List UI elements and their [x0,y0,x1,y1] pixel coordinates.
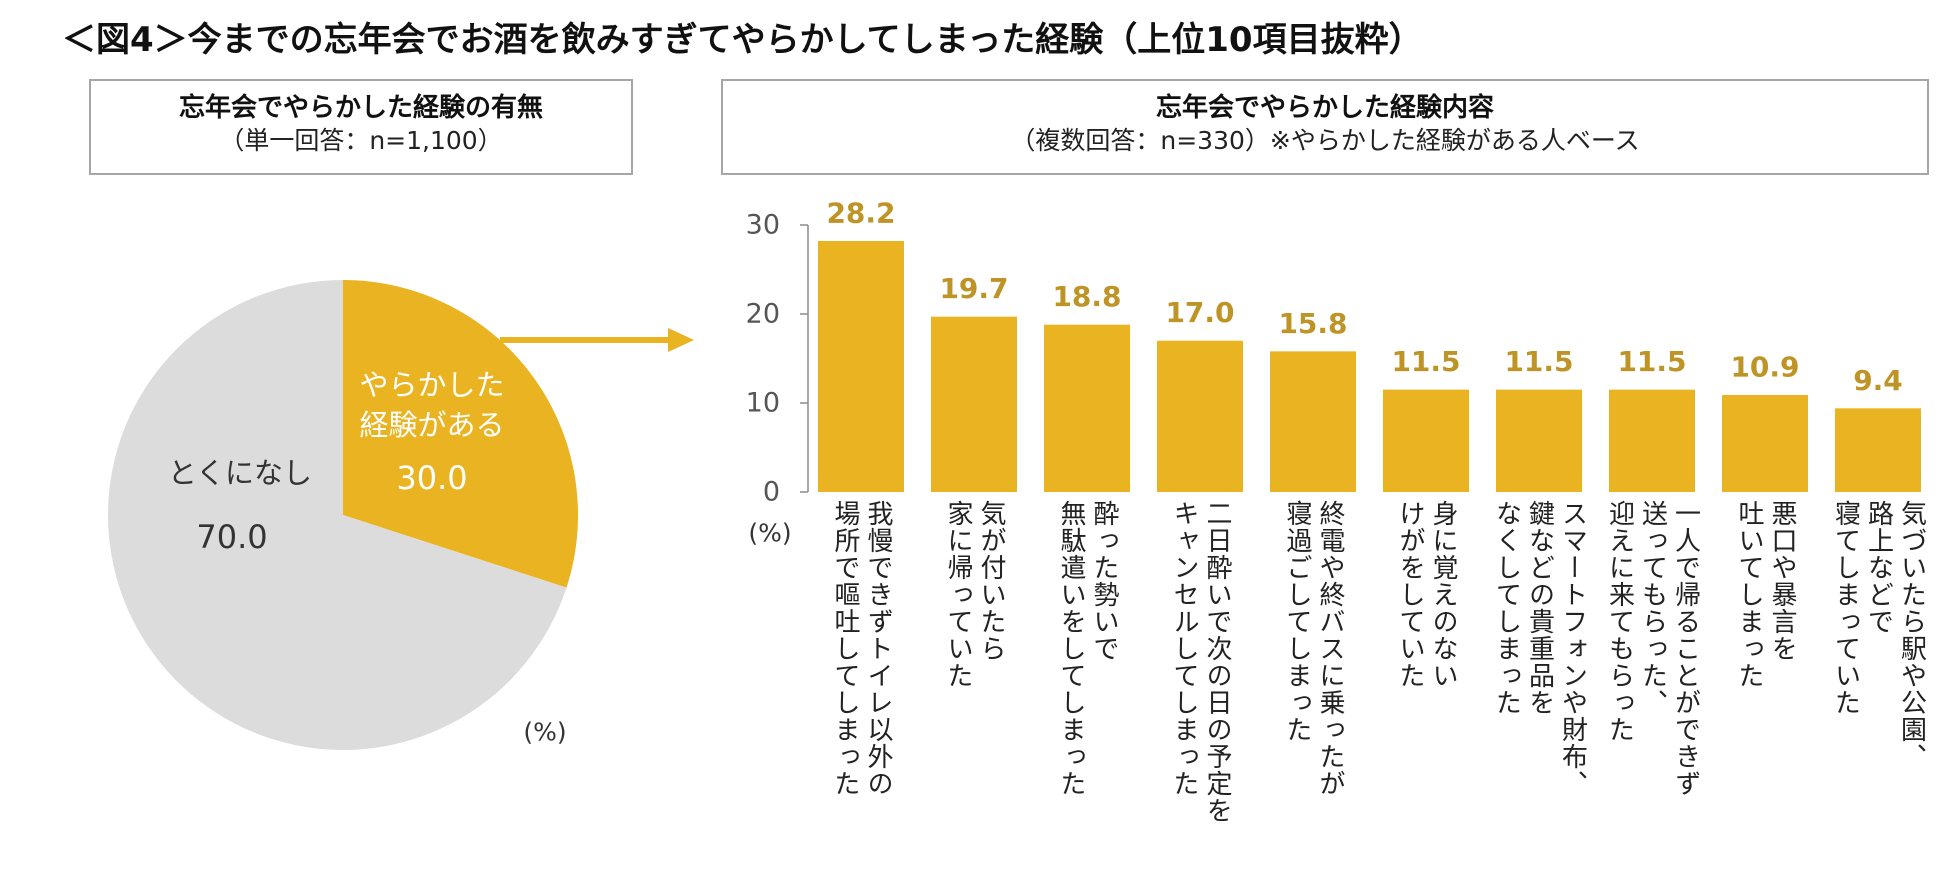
figure-title: ＜図4＞今までの忘年会でお酒を飲みすぎてやらかしてしまった経験（上位10項目抜粋… [62,20,1423,60]
bar-8 [1722,394,1808,492]
bar-value-label: 9.4 [1853,364,1903,397]
bar-value-label: 19.7 [939,272,1008,305]
y-tick-label: 30 [746,210,780,241]
pie-header-box: 忘年会でやらかした経験の有無 （単一回答：n=1,100） [89,79,633,175]
pie-slice-0 [343,280,578,588]
bar-5 [1383,389,1469,492]
bar-category-label: 気が付いたら 家に帰っていた [943,500,1006,689]
bar-category-label: 一人で帰ることができず 送ってもらった、 迎えに来てもらった [1604,500,1701,797]
bar-value-label: 15.8 [1278,307,1347,340]
bar-category-label: 我慢できずトイレ以外の 場所で嘔吐してしまった [830,500,893,797]
bar-2 [1044,324,1130,492]
bar-subheading: （複数回答：n=330）※やらかした経験がある人ベース [1010,126,1640,155]
bar-category-label: 酔った勢いで 無駄遣いをしてしまった [1056,500,1119,797]
bar-header-box: 忘年会でやらかした経験内容 （複数回答：n=330）※やらかした経験がある人ベー… [721,79,1929,175]
bar-category-label: 悪口や暴言を 吐いてしまった [1734,500,1797,689]
pie-slice-label: とくになし [168,456,312,490]
bar-0 [818,241,904,492]
bar-value-label: 10.9 [1730,350,1799,383]
bar-value-label: 11.5 [1617,345,1686,378]
bar-value-label: 17.0 [1165,296,1234,329]
pie-slice-1 [108,280,567,750]
bar-9 [1835,408,1921,492]
bar-category-label: 終電や終バスに乗ったが 寝過ごしてしまった [1282,500,1345,797]
bar-category-label: スマートフォンや財布、 鍵などの貴重品を なくしてしまった [1491,500,1588,797]
pie-unit-label: (%) [523,718,566,747]
bar-category-label: 身に覚えのない けがをしていた [1395,500,1458,689]
bar-4 [1270,351,1356,492]
pie-slice-label: 経験がある [359,408,504,442]
bar-value-label: 11.5 [1391,345,1460,378]
bar-category-label: 気づいたら駅や公園、 路上などで 寝てしまっていた [1830,500,1927,770]
bar-value-label: 18.8 [1052,280,1121,313]
bar-category-label: 二日酔いで次の日の予定を キャンセルしてしまった [1169,500,1232,824]
arrow-head [668,328,694,352]
pie-heading: 忘年会でやらかした経験の有無 [178,93,543,123]
bar-chart: 0 10 20 30 (%) 28.2 19.7 18.8 17.0 15.8 11.5 11.5 11… [746,197,1921,548]
bar-6 [1496,389,1582,492]
pie-subheading: （単一回答：n=1,100） [219,126,503,155]
pie-slice-value: 30.0 [396,459,467,497]
y-tick-label: 10 [746,388,780,419]
y-unit-label: (%) [748,519,791,548]
bar-value-label: 11.5 [1504,345,1573,378]
y-tick-label: 20 [746,299,780,330]
bar-3 [1157,340,1243,492]
bar-7 [1609,389,1695,492]
pie-chart: やらかした経験がある 30.0 とくになし 70.0 (%) [108,280,578,750]
pie-slice-value: 70.0 [196,518,267,556]
y-tick-label: 0 [763,477,780,508]
link-arrow [500,328,694,352]
bar-heading: 忘年会でやらかした経験内容 [1155,93,1494,123]
bar-value-label: 28.2 [826,197,895,230]
bar-1 [931,316,1017,492]
pie-slice-label: やらかした [359,368,504,402]
